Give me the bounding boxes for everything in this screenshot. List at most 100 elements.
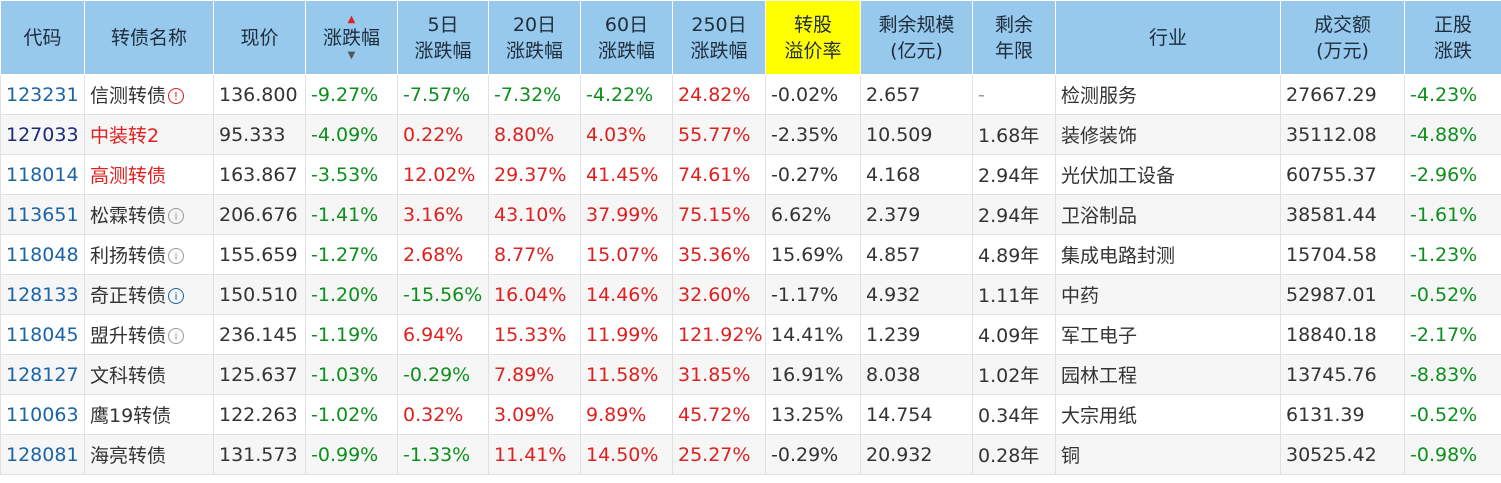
sort-desc-icon[interactable]: ▼ [347, 49, 356, 61]
info-icon[interactable]: i [168, 208, 185, 224]
premium-cell: -0.29% [765, 434, 861, 475]
premium-cell: -1.17% [765, 274, 861, 315]
table-row[interactable]: 128081 海亮转债 131.573 -0.99% -1.33% 11.41% 14.50… [0, 434, 1501, 475]
scale-cell: 8.038 [860, 354, 973, 395]
col-header-20d[interactable]: 20日 涨跌幅 [488, 0, 581, 75]
col-header-stock[interactable]: 正股 涨跌 [1404, 0, 1501, 75]
table-row[interactable]: 110063 鹰19转债 122.263 -1.02% 0.32% 3.09% 9.89% 4… [0, 394, 1501, 435]
sort-asc-icon[interactable]: ▲ [347, 13, 356, 25]
stock-change-cell: -0.52% [1404, 274, 1501, 315]
bond-name-cell[interactable]: 松霖转债 i [84, 194, 214, 235]
scale-cell: 4.168 [860, 154, 973, 195]
price-cell: 236.145 [213, 314, 306, 355]
bond-name-link[interactable]: 中装转2 [90, 125, 160, 147]
header-label: 年限 [994, 39, 1033, 62]
bond-name-link[interactable]: 高测转债 [90, 165, 167, 187]
industry-cell: 铜 [1055, 434, 1281, 475]
info-icon[interactable]: i [168, 328, 185, 344]
bond-name-cell[interactable]: 盟升转债 i [84, 314, 214, 355]
header-label: 涨跌 [1433, 39, 1472, 62]
bond-name-cell[interactable]: 高测转债 [84, 154, 214, 195]
header-label: 代码 [23, 26, 62, 49]
industry-cell: 中药 [1055, 274, 1281, 315]
bond-code-link[interactable]: 110063 [0, 394, 85, 435]
col-header-scale[interactable]: 剩余规模 (亿元) [860, 0, 973, 75]
bond-code-link[interactable]: 118045 [0, 314, 85, 355]
bond-name-link[interactable]: 奇正转债 [90, 285, 167, 307]
col-header-premium[interactable]: 转股 溢价率 [765, 0, 861, 75]
change-60d-cell: 11.99% [580, 314, 673, 355]
col-header-years[interactable]: 剩余 年限 [972, 0, 1056, 75]
change-60d-cell: 11.58% [580, 354, 673, 395]
col-header-name[interactable]: 转债名称 [84, 0, 214, 75]
header-label: 5日 [427, 13, 459, 36]
bond-code-link[interactable]: 128081 [0, 434, 85, 475]
bond-name-link[interactable]: 利扬转债 [90, 245, 167, 267]
bond-code-link[interactable]: 113651 [0, 194, 85, 235]
bond-code-link[interactable]: 127033 [0, 114, 85, 155]
bond-code-link[interactable]: 128133 [0, 274, 85, 315]
years-cell: 1.11年 [972, 274, 1056, 315]
table-row[interactable]: 127033 中装转2 95.333 -4.09% 0.22% 8.80% 4.03% 55.… [0, 114, 1501, 155]
volume-cell: 52987.01 [1280, 274, 1405, 315]
bond-name-cell[interactable]: 文科转债 [84, 354, 214, 395]
industry-cell: 装修装饰 [1055, 114, 1281, 155]
price-cell: 206.676 [213, 194, 306, 235]
header-label: 20日 [512, 13, 557, 36]
table-row[interactable]: 118048 利扬转债 i 155.659 -1.27% 2.68% 8.77% 15.07%… [0, 234, 1501, 275]
volume-cell: 35112.08 [1280, 114, 1405, 155]
col-header-250d[interactable]: 250日 涨跌幅 [672, 0, 766, 75]
table-row[interactable]: 118014 高测转债 163.867 -3.53% 12.02% 29.37% 41.45… [0, 154, 1501, 195]
change-250d-cell: 45.72% [672, 394, 766, 435]
bond-name-cell[interactable]: 奇正转债 i [84, 274, 214, 315]
change-60d-cell: 14.50% [580, 434, 673, 475]
change-cell: -3.53% [305, 154, 398, 195]
change-20d-cell: 8.77% [488, 234, 581, 275]
info-icon[interactable]: i [168, 248, 185, 264]
bond-code-link[interactable]: 128127 [0, 354, 85, 395]
bond-code-link[interactable]: 118014 [0, 154, 85, 195]
change-cell: -9.27% [305, 74, 398, 115]
bond-name-link[interactable]: 盟升转债 [90, 325, 167, 347]
col-header-industry[interactable]: 行业 [1055, 0, 1281, 75]
bond-name-link[interactable]: 鹰19转债 [90, 405, 172, 427]
change-cell: -1.02% [305, 394, 398, 435]
bond-code-link[interactable]: 118048 [0, 234, 85, 275]
col-header-5d[interactable]: 5日 涨跌幅 [397, 0, 489, 75]
table-row[interactable]: 128133 奇正转债 i 150.510 -1.20% -15.56% 16.04% 14.… [0, 274, 1501, 315]
info-icon[interactable]: i [168, 288, 185, 304]
header-label: (万元) [1316, 39, 1369, 62]
col-header-code[interactable]: 代码 [0, 0, 85, 75]
industry-cell: 光伏加工设备 [1055, 154, 1281, 195]
col-header-60d[interactable]: 60日 涨跌幅 [580, 0, 673, 75]
bond-name-cell[interactable]: 信测转债! [84, 74, 214, 115]
table-row[interactable]: 128127 文科转债 125.637 -1.03% -0.29% 7.89% 11.58%… [0, 354, 1501, 395]
bond-name-link[interactable]: 海亮转债 [90, 445, 167, 467]
industry-cell: 园林工程 [1055, 354, 1281, 395]
price-cell: 163.867 [213, 154, 306, 195]
bond-name-cell[interactable]: 利扬转债 i [84, 234, 214, 275]
stock-change-cell: -1.23% [1404, 234, 1501, 275]
bond-name-link[interactable]: 文科转债 [90, 365, 167, 387]
change-cell: -0.99% [305, 434, 398, 475]
col-header-price[interactable]: 现价 [213, 0, 306, 75]
change-60d-cell: 37.99% [580, 194, 673, 235]
table-row[interactable]: 118045 盟升转债 i 236.145 -1.19% 6.94% 15.33% 11.99… [0, 314, 1501, 355]
years-cell: 1.68年 [972, 114, 1056, 155]
volume-cell: 13745.76 [1280, 354, 1405, 395]
bond-name-link[interactable]: 信测转债 [90, 85, 167, 107]
bond-name-link[interactable]: 松霖转债 [90, 205, 167, 227]
bond-code-link[interactable]: 123231 [0, 74, 85, 115]
alert-icon[interactable]: ! [168, 88, 185, 104]
change-20d-cell: 11.41% [488, 434, 581, 475]
col-header-change[interactable]: ▲ 涨跌幅 ▼ [305, 0, 398, 75]
bond-name-cell[interactable]: 中装转2 [84, 114, 214, 155]
col-header-volume[interactable]: 成交额 (万元) [1280, 0, 1405, 75]
bond-name-cell[interactable]: 鹰19转债 [84, 394, 214, 435]
scale-cell: 2.379 [860, 194, 973, 235]
bond-name-cell[interactable]: 海亮转债 [84, 434, 214, 475]
table-row[interactable]: 113651 松霖转债 i 206.676 -1.41% 3.16% 43.10% 37.99… [0, 194, 1501, 235]
scale-cell: 4.932 [860, 274, 973, 315]
change-20d-cell: -7.32% [488, 74, 581, 115]
table-row[interactable]: 123231 信测转债! 136.800 -9.27% -7.57% -7.32% -4.2… [0, 74, 1501, 115]
